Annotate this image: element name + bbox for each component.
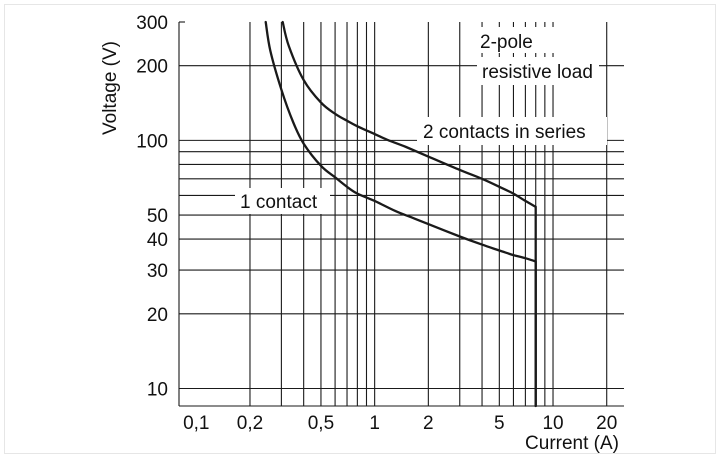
- x-tick-label: 20: [596, 413, 617, 434]
- x-tick-label: 0,1: [183, 413, 209, 434]
- label-bg-1-contact: [235, 188, 330, 214]
- grid-layer: [178, 21, 624, 407]
- x-tick-label: 5: [494, 413, 505, 434]
- y-tick-label: 50: [147, 206, 168, 227]
- x-tick-label: 1: [369, 413, 380, 434]
- y-axis-title: Voltage (V): [100, 41, 121, 135]
- voltage-current-chart: 2-pole resistive load 2 contacts in series…: [100, 13, 624, 454]
- annotation-layer: 2-pole resistive load 2 contacts in series…: [235, 27, 607, 214]
- annotation-2-pole: 2-pole: [480, 32, 533, 53]
- x-tick-label: 2: [423, 413, 434, 434]
- y-tick-label: 20: [147, 305, 168, 326]
- annotation-resistive-load: resistive load: [482, 62, 593, 83]
- x-tick-label: 0,2: [237, 413, 263, 434]
- chart-frame: 2-pole resistive load 2 contacts in series…: [4, 4, 716, 454]
- label-bg-2-pole: [471, 27, 561, 53]
- x-tick-label: 0,5: [308, 413, 334, 434]
- y-tick-label: 100: [136, 131, 168, 152]
- y-tick-label: 300: [136, 13, 168, 34]
- label-bg-resistive-load: [477, 57, 599, 85]
- y-tick-label: 200: [136, 57, 168, 78]
- y-tick-label: 30: [147, 261, 168, 282]
- curve-layer: [264, 20, 537, 408]
- x-axis-title: Current (A): [525, 433, 619, 454]
- x-tick-label: 10: [542, 413, 563, 434]
- y-tick-label: 40: [147, 230, 168, 251]
- label-bg-2-contacts: [417, 117, 607, 145]
- tick-label-layer: 0,1 0,2 0,5 1 2 5 10 20 10 20 30 40 50 100 200 300: [136, 13, 617, 434]
- series-line-1: [264, 20, 537, 408]
- y-tick-label: 10: [147, 379, 168, 400]
- series-line-2: [281, 20, 537, 408]
- annotation-2-contacts-in-series: 2 contacts in series: [423, 122, 586, 143]
- annotation-1-contact: 1 contact: [240, 192, 318, 213]
